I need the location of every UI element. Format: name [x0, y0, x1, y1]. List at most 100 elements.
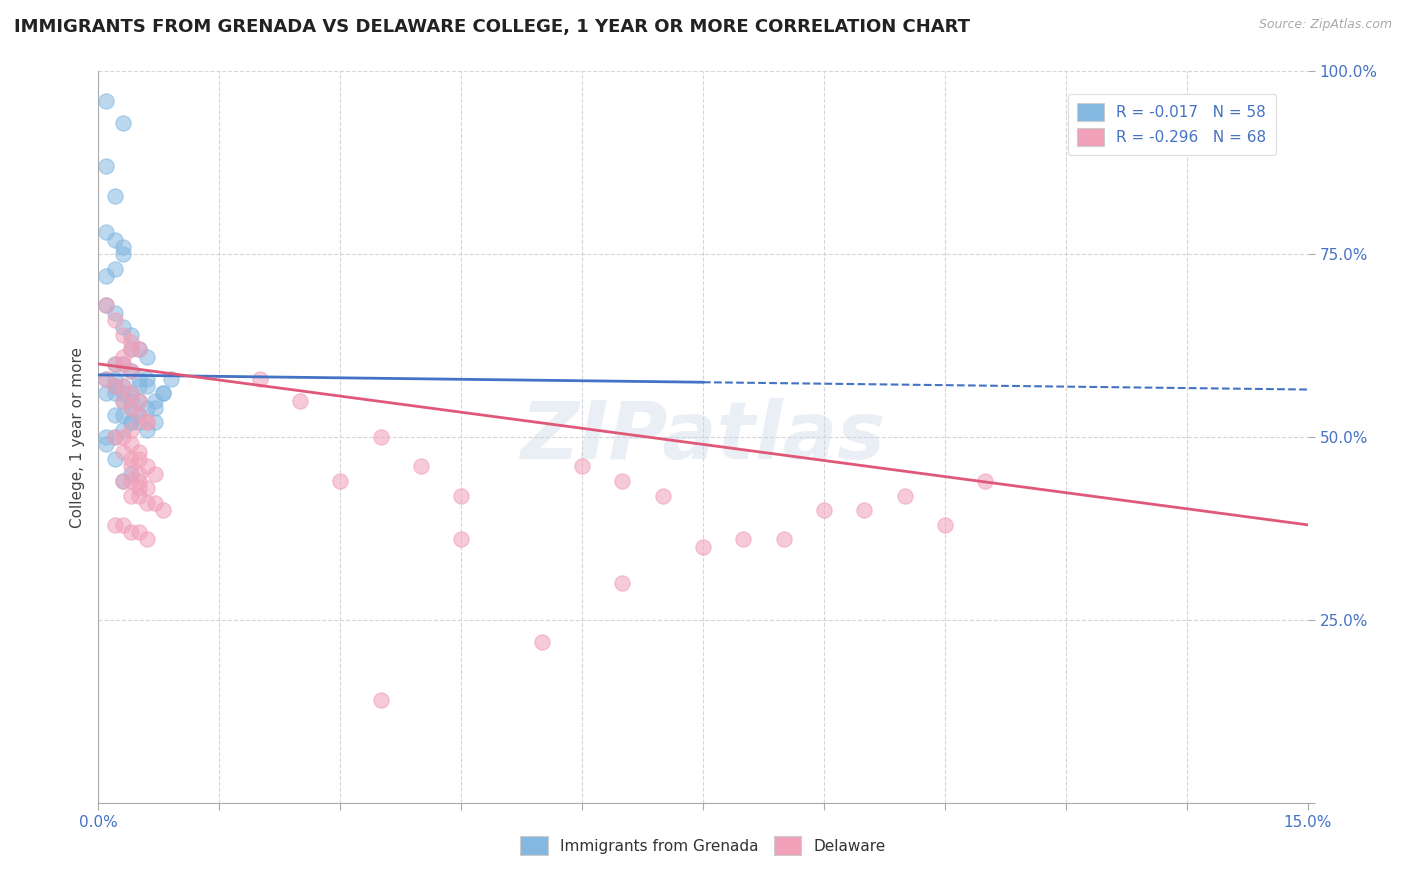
Point	[96, 94, 118, 108]
Point	[120, 401, 142, 415]
Point	[111, 444, 134, 458]
Point	[103, 371, 125, 385]
Point	[120, 474, 142, 488]
Point	[96, 371, 118, 385]
Point	[120, 467, 142, 481]
Point	[143, 496, 166, 510]
Point	[128, 371, 150, 385]
Point	[152, 503, 174, 517]
Point	[120, 437, 142, 451]
Point	[128, 525, 150, 540]
Point	[120, 343, 142, 357]
Point	[128, 408, 150, 422]
Point	[409, 459, 432, 474]
Point	[612, 576, 634, 591]
Point	[370, 430, 392, 444]
Point	[103, 379, 125, 393]
Point	[128, 408, 150, 422]
Point	[934, 517, 956, 532]
Point	[120, 401, 142, 415]
Point	[853, 503, 876, 517]
Point	[612, 474, 634, 488]
Point	[692, 540, 714, 554]
Point	[450, 489, 472, 503]
Point	[120, 386, 142, 401]
Point	[111, 386, 134, 401]
Y-axis label: College, 1 year or more: College, 1 year or more	[69, 347, 84, 527]
Point	[120, 334, 142, 349]
Point	[120, 423, 142, 437]
Point	[128, 416, 150, 430]
Point	[103, 306, 125, 320]
Point	[135, 401, 157, 415]
Point	[120, 364, 142, 378]
Point	[370, 693, 392, 707]
Point	[120, 416, 142, 430]
Point	[111, 357, 134, 371]
Point	[96, 160, 118, 174]
Point	[143, 467, 166, 481]
Point	[103, 233, 125, 247]
Point	[120, 343, 142, 357]
Point	[103, 379, 125, 393]
Point	[152, 386, 174, 401]
Point	[111, 247, 134, 261]
Point	[120, 386, 142, 401]
Point	[111, 517, 134, 532]
Point	[160, 371, 183, 385]
Point	[103, 452, 125, 467]
Point	[111, 474, 134, 488]
Text: ZIPatlas: ZIPatlas	[520, 398, 886, 476]
Point	[128, 444, 150, 458]
Point	[651, 489, 673, 503]
Point	[96, 298, 118, 312]
Point	[111, 379, 134, 393]
Point	[813, 503, 835, 517]
Point	[111, 240, 134, 254]
Point	[96, 386, 118, 401]
Point	[111, 408, 134, 422]
Point	[893, 489, 915, 503]
Point	[120, 489, 142, 503]
Point	[143, 416, 166, 430]
Point	[249, 371, 271, 385]
Point	[111, 379, 134, 393]
Point	[135, 416, 157, 430]
Point	[530, 635, 553, 649]
Point	[135, 350, 157, 364]
Point	[103, 357, 125, 371]
Point	[103, 430, 125, 444]
Point	[128, 489, 150, 503]
Point	[152, 386, 174, 401]
Point	[772, 533, 794, 547]
Point	[111, 423, 134, 437]
Point	[103, 408, 125, 422]
Point	[96, 225, 118, 239]
Point	[128, 467, 150, 481]
Point	[128, 452, 150, 467]
Point	[103, 379, 125, 393]
Point	[450, 533, 472, 547]
Point	[733, 533, 755, 547]
Point	[135, 416, 157, 430]
Point	[111, 430, 134, 444]
Point	[111, 474, 134, 488]
Point	[135, 481, 157, 495]
Point	[120, 416, 142, 430]
Point	[120, 459, 142, 474]
Point	[96, 298, 118, 312]
Point	[120, 364, 142, 378]
Point	[128, 379, 150, 393]
Point	[96, 371, 118, 385]
Point	[103, 430, 125, 444]
Point	[111, 357, 134, 371]
Text: IMMIGRANTS FROM GRENADA VS DELAWARE COLLEGE, 1 YEAR OR MORE CORRELATION CHART: IMMIGRANTS FROM GRENADA VS DELAWARE COLL…	[14, 18, 970, 36]
Point	[143, 393, 166, 408]
Point	[103, 188, 125, 202]
Point	[143, 401, 166, 415]
Point	[111, 115, 134, 129]
Point	[135, 371, 157, 385]
Point	[128, 474, 150, 488]
Point	[103, 386, 125, 401]
Point	[120, 525, 142, 540]
